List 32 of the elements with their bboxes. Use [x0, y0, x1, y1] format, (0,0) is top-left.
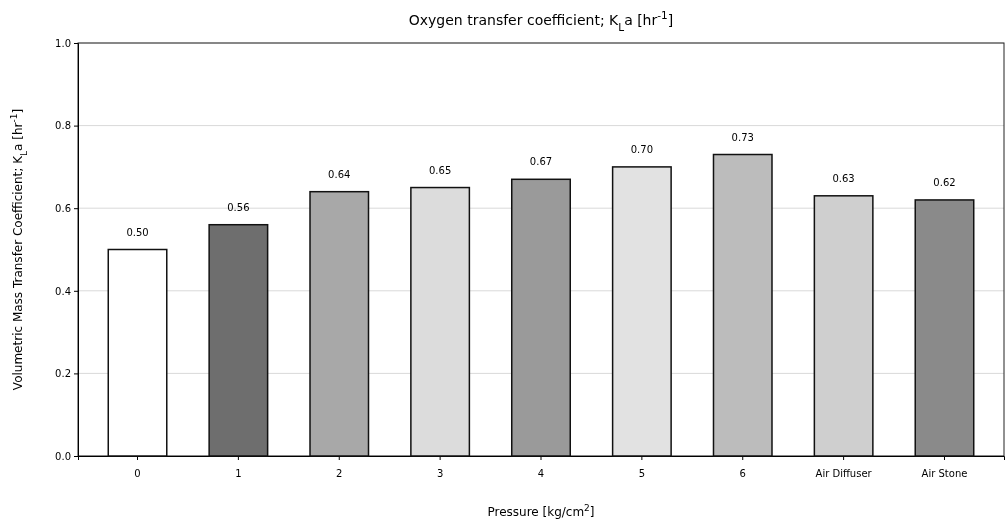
data-label: 0.50 — [126, 226, 149, 238]
data-label: 0.67 — [529, 156, 553, 168]
y-tick-label: 0.2 — [55, 368, 71, 380]
y-tick-label: 0.0 — [55, 450, 71, 462]
data-label: 0.62 — [933, 176, 956, 188]
bar — [511, 178, 571, 457]
data-label: 0.73 — [731, 131, 754, 143]
y-tick-label: 0.8 — [55, 120, 71, 132]
y-tick-label: 0.4 — [55, 285, 71, 297]
x-tick-label: 0 — [134, 468, 141, 480]
data-label: 0.56 — [227, 201, 250, 213]
x-tick-label: 4 — [537, 468, 545, 480]
chart-title: Oxygen transfer coefficient; K$_{L}$a [hr$^{-1}$] — [408, 9, 674, 33]
x-tick-label: 6 — [739, 468, 746, 480]
bar — [309, 190, 370, 457]
x-tick-label: Air Stone — [921, 468, 968, 480]
bar — [712, 153, 773, 457]
y-tick-label: 1.0 — [55, 37, 71, 49]
bar — [914, 199, 975, 457]
x-tick-label: 1 — [235, 468, 242, 480]
data-label: 0.64 — [328, 168, 351, 180]
x-tick-label: 3 — [436, 468, 444, 480]
data-label: 0.70 — [630, 143, 653, 155]
x-axis-title: Pressure [kg/cm$^{2}$] — [487, 503, 595, 519]
y-tick-label: 0.6 — [55, 202, 71, 214]
bar — [208, 223, 269, 457]
x-tick-label: 2 — [336, 468, 343, 480]
bar — [107, 248, 168, 457]
data-label: 0.65 — [429, 164, 452, 176]
x-tick-label: Air Diffuser — [815, 468, 873, 480]
data-label: 0.63 — [832, 172, 855, 184]
x-tick-label: 5 — [638, 468, 646, 480]
